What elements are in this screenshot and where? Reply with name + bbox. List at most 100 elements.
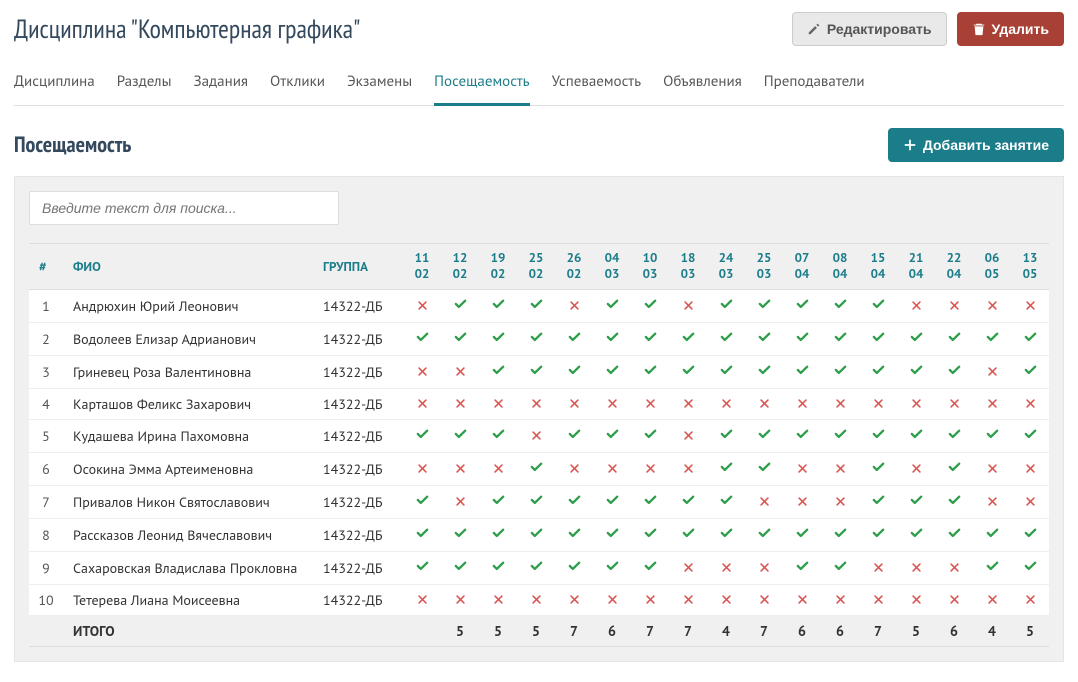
- col-date-13-05[interactable]: 1305: [1011, 244, 1049, 290]
- attendance-cell[interactable]: [1011, 388, 1049, 419]
- attendance-cell[interactable]: [669, 584, 707, 615]
- attendance-cell[interactable]: [593, 485, 631, 518]
- col-date-26-02[interactable]: 2602: [555, 244, 593, 290]
- attendance-cell[interactable]: [821, 584, 859, 615]
- attendance-cell[interactable]: [669, 322, 707, 355]
- attendance-cell[interactable]: [707, 322, 745, 355]
- attendance-cell[interactable]: [935, 584, 973, 615]
- attendance-cell[interactable]: [631, 289, 669, 322]
- attendance-cell[interactable]: [593, 551, 631, 584]
- attendance-cell[interactable]: [631, 452, 669, 485]
- attendance-cell[interactable]: [783, 584, 821, 615]
- attendance-cell[interactable]: [1011, 419, 1049, 452]
- col-date-25-03[interactable]: 2503: [745, 244, 783, 290]
- attendance-cell[interactable]: [745, 485, 783, 518]
- attendance-cell[interactable]: [593, 584, 631, 615]
- tab-Дисциплина[interactable]: Дисциплина: [14, 64, 95, 106]
- attendance-cell[interactable]: [935, 485, 973, 518]
- attendance-cell[interactable]: [555, 355, 593, 388]
- attendance-cell[interactable]: [859, 551, 897, 584]
- attendance-cell[interactable]: [859, 584, 897, 615]
- col-date-24-03[interactable]: 2403: [707, 244, 745, 290]
- attendance-cell[interactable]: [669, 355, 707, 388]
- attendance-cell[interactable]: [441, 388, 479, 419]
- attendance-cell[interactable]: [973, 452, 1011, 485]
- attendance-cell[interactable]: [555, 419, 593, 452]
- attendance-cell[interactable]: [783, 485, 821, 518]
- attendance-cell[interactable]: [783, 355, 821, 388]
- attendance-cell[interactable]: [631, 388, 669, 419]
- attendance-cell[interactable]: [859, 355, 897, 388]
- col-date-25-02[interactable]: 2502: [517, 244, 555, 290]
- attendance-cell[interactable]: [593, 355, 631, 388]
- attendance-cell[interactable]: [1011, 322, 1049, 355]
- attendance-cell[interactable]: [859, 485, 897, 518]
- add-lesson-button[interactable]: Добавить занятие: [888, 128, 1064, 162]
- col-date-15-04[interactable]: 1504: [859, 244, 897, 290]
- attendance-cell[interactable]: [707, 518, 745, 551]
- col-name[interactable]: ФИО: [63, 244, 319, 290]
- attendance-cell[interactable]: [821, 322, 859, 355]
- attendance-cell[interactable]: [593, 419, 631, 452]
- attendance-cell[interactable]: [935, 419, 973, 452]
- attendance-cell[interactable]: [517, 584, 555, 615]
- attendance-cell[interactable]: [441, 452, 479, 485]
- attendance-cell[interactable]: [783, 452, 821, 485]
- attendance-cell[interactable]: [517, 419, 555, 452]
- attendance-cell[interactable]: [707, 289, 745, 322]
- attendance-cell[interactable]: [555, 518, 593, 551]
- attendance-cell[interactable]: [517, 388, 555, 419]
- attendance-cell[interactable]: [935, 518, 973, 551]
- attendance-cell[interactable]: [973, 289, 1011, 322]
- attendance-cell[interactable]: [783, 551, 821, 584]
- attendance-cell[interactable]: [897, 584, 935, 615]
- attendance-cell[interactable]: [1011, 551, 1049, 584]
- attendance-cell[interactable]: [669, 551, 707, 584]
- attendance-cell[interactable]: [517, 289, 555, 322]
- col-date-06-05[interactable]: 0605: [973, 244, 1011, 290]
- attendance-cell[interactable]: [555, 289, 593, 322]
- tab-Успеваемость[interactable]: Успеваемость: [552, 64, 641, 106]
- attendance-cell[interactable]: [935, 289, 973, 322]
- attendance-cell[interactable]: [403, 584, 441, 615]
- attendance-cell[interactable]: [859, 419, 897, 452]
- attendance-cell[interactable]: [631, 485, 669, 518]
- attendance-cell[interactable]: [821, 388, 859, 419]
- attendance-cell[interactable]: [783, 518, 821, 551]
- attendance-cell[interactable]: [593, 322, 631, 355]
- attendance-cell[interactable]: [973, 584, 1011, 615]
- attendance-cell[interactable]: [821, 551, 859, 584]
- attendance-cell[interactable]: [631, 518, 669, 551]
- tab-Посещаемость[interactable]: Посещаемость: [434, 64, 530, 106]
- attendance-cell[interactable]: [745, 355, 783, 388]
- attendance-cell[interactable]: [479, 419, 517, 452]
- attendance-cell[interactable]: [441, 289, 479, 322]
- attendance-cell[interactable]: [707, 551, 745, 584]
- attendance-cell[interactable]: [821, 355, 859, 388]
- attendance-cell[interactable]: [973, 355, 1011, 388]
- attendance-cell[interactable]: [783, 322, 821, 355]
- attendance-cell[interactable]: [631, 355, 669, 388]
- attendance-cell[interactable]: [441, 355, 479, 388]
- attendance-cell[interactable]: [897, 452, 935, 485]
- search-input[interactable]: [29, 191, 339, 225]
- attendance-cell[interactable]: [821, 289, 859, 322]
- attendance-cell[interactable]: [517, 518, 555, 551]
- attendance-cell[interactable]: [479, 551, 517, 584]
- attendance-cell[interactable]: [593, 452, 631, 485]
- tab-Объявления[interactable]: Объявления: [663, 64, 742, 106]
- col-date-22-04[interactable]: 2204: [935, 244, 973, 290]
- attendance-cell[interactable]: [745, 551, 783, 584]
- attendance-cell[interactable]: [403, 452, 441, 485]
- col-date-04-03[interactable]: 0403: [593, 244, 631, 290]
- col-date-18-03[interactable]: 1803: [669, 244, 707, 290]
- attendance-cell[interactable]: [441, 584, 479, 615]
- attendance-cell[interactable]: [897, 485, 935, 518]
- attendance-cell[interactable]: [555, 388, 593, 419]
- attendance-cell[interactable]: [479, 584, 517, 615]
- attendance-cell[interactable]: [707, 485, 745, 518]
- attendance-cell[interactable]: [745, 289, 783, 322]
- attendance-cell[interactable]: [403, 551, 441, 584]
- attendance-cell[interactable]: [555, 551, 593, 584]
- attendance-cell[interactable]: [403, 485, 441, 518]
